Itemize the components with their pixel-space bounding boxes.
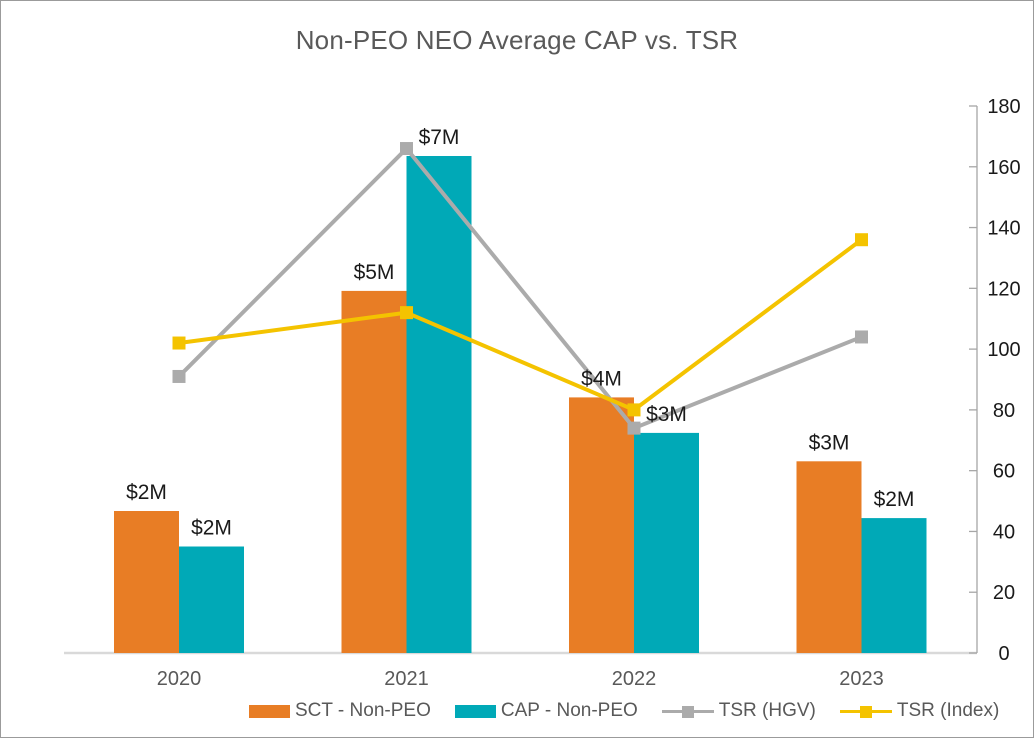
- marker-tsr-index-2022: [627, 403, 641, 417]
- legend-line-swatch-tsr-index: [839, 705, 892, 718]
- right-axis-label-120: 120: [987, 278, 1020, 300]
- marker-tsr-hgv-2021: [400, 142, 413, 156]
- marker-tsr-hgv-2020: [172, 369, 186, 383]
- right-axis-label-40: 40: [993, 521, 1015, 543]
- bar-sct-non-peo-2020: [114, 511, 179, 653]
- bar-sct-non-peo-2022: [569, 397, 634, 653]
- marker-tsr-hgv-2023: [855, 330, 868, 344]
- legend-label-sct-non-peo: SCT - Non-PEO: [295, 700, 431, 721]
- bar-label-sct-non-peo-2020: $2M: [126, 481, 167, 504]
- legend-item-tsr-hgv: TSR (HGV): [661, 700, 816, 722]
- right-axis-label-140: 140: [987, 218, 1020, 240]
- bar-label-sct-non-peo-2021: $5M: [354, 261, 395, 284]
- right-axis-label-0: 0: [998, 643, 1009, 665]
- bar-cap-non-peo-2022: [634, 432, 699, 653]
- x-axis-label-2023: 2023: [839, 668, 884, 690]
- bar-cap-non-peo-2020: [179, 546, 244, 653]
- right-axis-label-20: 20: [993, 582, 1015, 604]
- legend-line-marker: [859, 705, 872, 718]
- right-axis-label-60: 60: [993, 461, 1015, 483]
- bar-cap-non-peo-2023: [861, 518, 927, 653]
- line-tsr-hgv: [177, 145, 863, 431]
- right-axis-label-160: 160: [987, 157, 1020, 179]
- legend-bar-swatch-cap-non-peo: [454, 704, 496, 718]
- legend-label-tsr-index: TSR (Index): [896, 700, 1000, 721]
- bar-label-cap-non-peo-2020: $2M: [191, 517, 232, 540]
- legend-item-cap-non-peo: CAP - Non-PEO: [454, 700, 638, 722]
- legend-bar-swatch-sct-non-peo: [249, 704, 290, 718]
- legend-line-marker: [681, 705, 694, 718]
- bar-label-cap-non-peo-2022: $3M: [646, 403, 687, 426]
- legend-item-tsr-index: TSR (Index): [839, 700, 1000, 722]
- marker-tsr-hgv-2022: [627, 421, 641, 435]
- legend-label-cap-non-peo: CAP - Non-PEO: [500, 700, 638, 721]
- bar-cap-non-peo-2021: [406, 156, 472, 653]
- marker-tsr-index-2021: [400, 306, 413, 320]
- x-axis-label-2021: 2021: [384, 668, 429, 690]
- legend-item-sct-non-peo: SCT - Non-PEO: [249, 700, 431, 722]
- bar-sct-non-peo-2021: [341, 290, 407, 653]
- right-axis-label-180: 180: [987, 96, 1020, 118]
- legend-line-swatch-tsr-hgv: [661, 705, 714, 718]
- legend-label-tsr-hgv: TSR (HGV): [718, 700, 816, 721]
- x-axis-label-2020: 2020: [157, 668, 202, 690]
- marker-tsr-index-2020: [172, 336, 186, 350]
- bar-sct-non-peo-2023: [796, 461, 862, 653]
- right-axis-label-100: 100: [987, 339, 1020, 361]
- bar-label-cap-non-peo-2023: $2M: [874, 488, 915, 511]
- right-axis-label-80: 80: [993, 400, 1015, 422]
- bar-label-sct-non-peo-2023: $3M: [809, 431, 850, 454]
- x-axis-label-2022: 2022: [612, 668, 657, 690]
- bar-label-sct-non-peo-2022: $4M: [581, 367, 622, 390]
- chart-title: Non-PEO NEO Average CAP vs. TSR: [295, 25, 739, 55]
- marker-tsr-index-2023: [855, 233, 868, 247]
- line-tsr-index: [178, 238, 863, 413]
- bar-label-cap-non-peo-2021: $7M: [419, 126, 460, 149]
- legend: SCT - Non-PEO CAP - Non-PEO TSR (HGV) TSR (…: [249, 697, 999, 725]
